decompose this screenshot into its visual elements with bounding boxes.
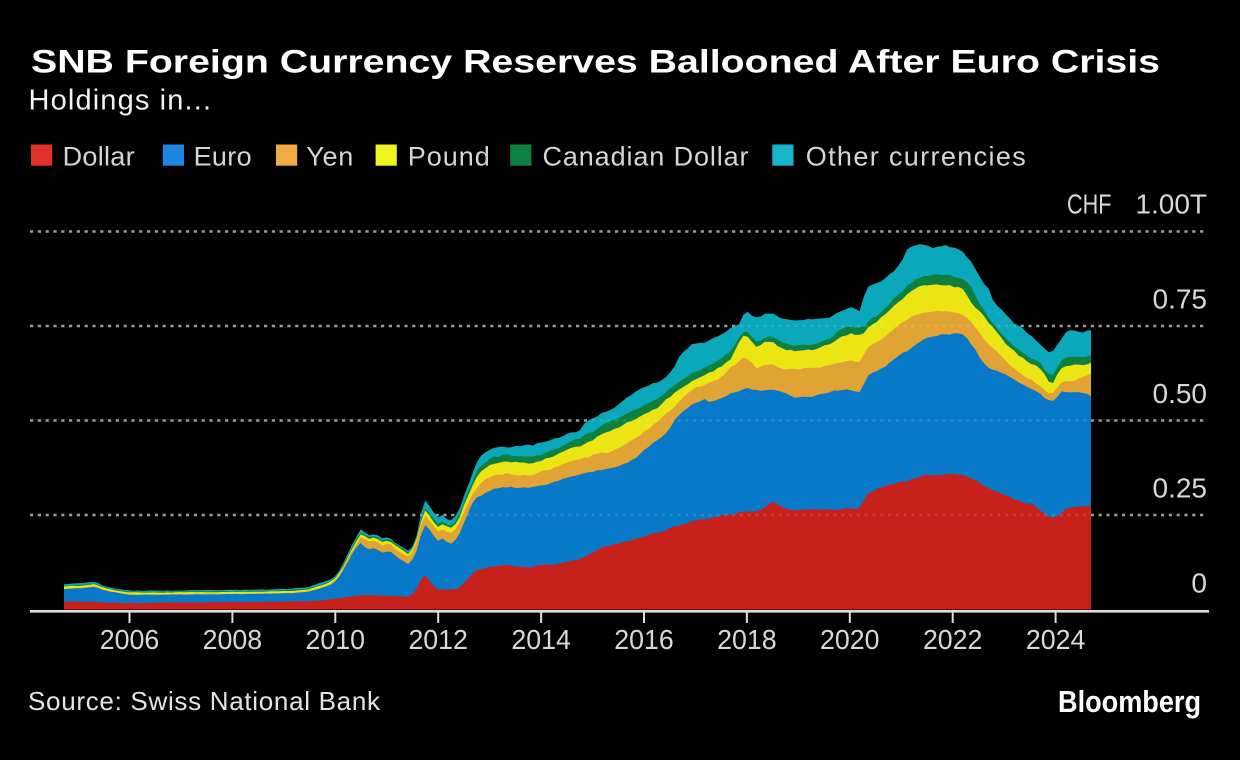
svg-text:0: 0 xyxy=(1191,568,1207,599)
svg-text:2018: 2018 xyxy=(717,624,777,655)
svg-text:0.75: 0.75 xyxy=(1153,284,1208,315)
svg-text:2010: 2010 xyxy=(306,624,366,655)
svg-text:2022: 2022 xyxy=(923,624,983,655)
svg-text:2014: 2014 xyxy=(511,624,571,655)
svg-text:Source: Swiss National Bank: Source: Swiss National Bank xyxy=(28,686,381,716)
svg-text:2024: 2024 xyxy=(1026,624,1086,655)
svg-text:2008: 2008 xyxy=(203,624,263,655)
svg-text:Euro: Euro xyxy=(194,142,252,172)
svg-text:1.00T: 1.00T xyxy=(1135,189,1207,220)
svg-text:Other currencies: Other currencies xyxy=(806,142,1026,172)
svg-text:Dollar: Dollar xyxy=(63,142,135,172)
svg-text:Bloomberg: Bloomberg xyxy=(1058,684,1201,719)
svg-text:Pound: Pound xyxy=(408,142,490,172)
svg-text:CHF: CHF xyxy=(1067,189,1112,220)
svg-text:2020: 2020 xyxy=(820,624,880,655)
svg-text:Holdings in...: Holdings in... xyxy=(29,85,212,117)
svg-text:Canadian Dollar: Canadian Dollar xyxy=(543,142,749,172)
svg-text:Yen: Yen xyxy=(306,142,353,172)
svg-text:SNB Foreign Currency Reserves: SNB Foreign Currency Reserves Ballooned … xyxy=(31,44,1160,80)
svg-text:2006: 2006 xyxy=(100,624,160,655)
svg-text:2012: 2012 xyxy=(408,624,468,655)
svg-text:0.25: 0.25 xyxy=(1153,473,1208,504)
svg-text:0.50: 0.50 xyxy=(1153,378,1208,409)
svg-text:2016: 2016 xyxy=(614,624,674,655)
